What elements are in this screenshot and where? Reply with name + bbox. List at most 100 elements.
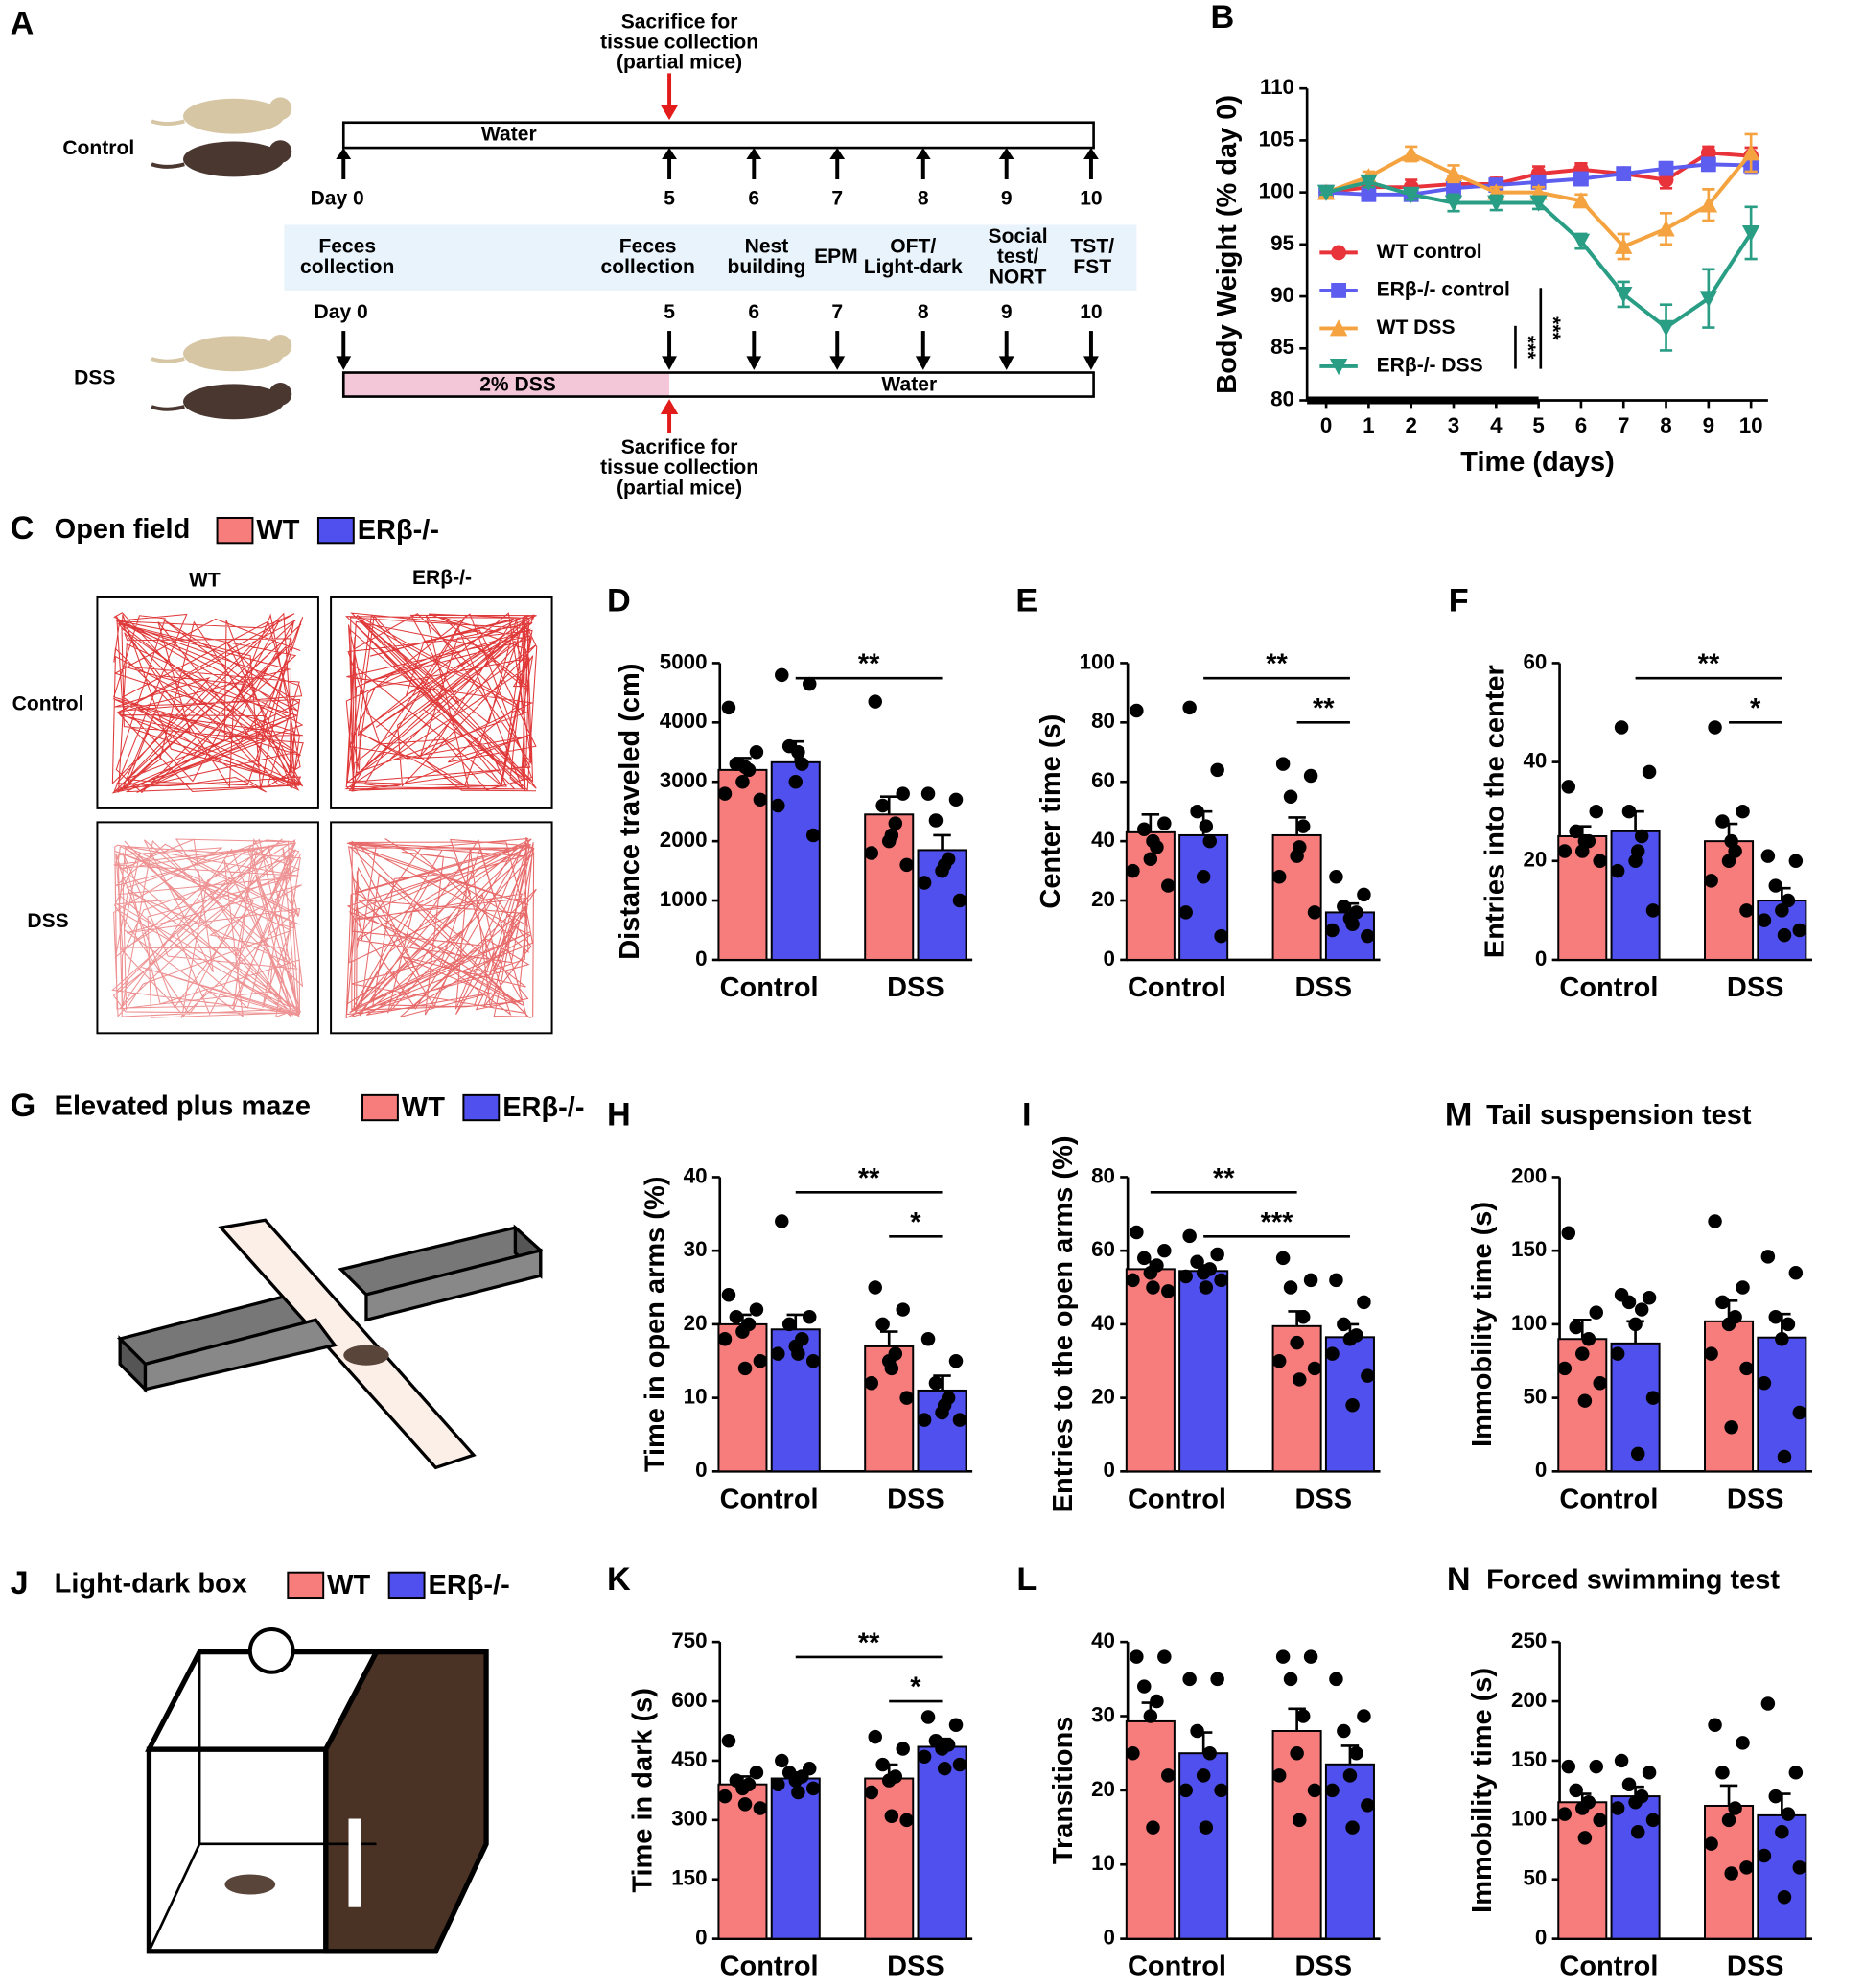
data-point: [1704, 874, 1718, 888]
arrow-head: [660, 399, 679, 414]
light-dark-box: [145, 1626, 489, 1954]
y-tick-label: 150: [1511, 1237, 1547, 1261]
data-point: [1283, 1280, 1298, 1295]
data-point: [1275, 757, 1291, 771]
timeline-shapes: [151, 73, 1137, 433]
data-point: [1146, 1820, 1160, 1835]
data-point: [795, 757, 809, 771]
legend-label: ERβ-/- DSS: [1377, 355, 1483, 377]
marker: [1657, 319, 1675, 337]
data-point: [1161, 1768, 1176, 1783]
data-point: [1739, 1361, 1754, 1376]
x-tick-label: DSS: [887, 972, 944, 1003]
data-point: [1307, 1783, 1322, 1798]
data-point: [1361, 1368, 1375, 1383]
data-point: [1569, 1783, 1583, 1798]
data-point: [1190, 1254, 1204, 1269]
data-point: [875, 798, 890, 813]
data-point: [1130, 703, 1144, 718]
data-point: [735, 1781, 750, 1796]
data-point: [1777, 1890, 1792, 1905]
data-point: [937, 1761, 952, 1776]
x-tick-label: DSS: [887, 1484, 944, 1514]
data-point: [788, 1773, 804, 1788]
day-label: Day 0: [311, 188, 364, 210]
legend-label: ERβ-/-: [358, 515, 439, 546]
data-point: [1569, 824, 1583, 839]
data-point: [1634, 829, 1649, 844]
marker: [1573, 171, 1589, 187]
bar: [1125, 830, 1176, 961]
data-point: [1634, 1302, 1649, 1317]
y-axis-label: Distance traveled (cm): [615, 664, 645, 960]
marker: [1658, 172, 1674, 188]
event-label: FST: [1073, 256, 1111, 278]
x-tick-label: 5: [1532, 413, 1544, 437]
significance-label: **: [1266, 649, 1288, 680]
y-axis-label: Immobility time (s): [1467, 1668, 1498, 1913]
significance-label: **: [1213, 1163, 1235, 1194]
bar: [864, 1777, 915, 1940]
data-point: [1146, 833, 1160, 849]
event-label: collection: [300, 256, 394, 278]
data-point: [875, 1757, 890, 1772]
day-label: 5: [664, 301, 675, 323]
y-tick-label: 3000: [660, 768, 708, 792]
data-point: [1357, 1709, 1371, 1723]
data-point: [1645, 903, 1661, 918]
data-point: [753, 1801, 768, 1815]
group-label: DSS: [74, 367, 115, 389]
marker: [1446, 180, 1461, 197]
data-point: [1792, 1405, 1807, 1420]
data-point: [1589, 804, 1603, 819]
marker: [1700, 145, 1716, 161]
bar: [917, 1745, 967, 1940]
data-point: [1199, 819, 1214, 833]
data-point: [749, 745, 764, 760]
y-tick-label: 80: [1091, 709, 1115, 733]
x-tick-label: 10: [1739, 413, 1763, 437]
data-point: [1642, 764, 1657, 780]
data-point: [1157, 1243, 1172, 1258]
y-tick-label: 0: [1104, 947, 1115, 971]
open-field-boxes: [96, 596, 553, 1035]
data-point: [881, 1773, 897, 1788]
segment-label: 2% DSS: [479, 373, 556, 395]
data-point: [920, 1710, 936, 1724]
y-tick-label: 85: [1270, 335, 1294, 359]
data-point: [868, 1729, 882, 1744]
data-point: [1621, 1777, 1637, 1791]
data-point: [771, 798, 785, 813]
trajectory: [111, 837, 304, 1019]
data-point: [1361, 928, 1375, 944]
dss-bar: [341, 371, 1095, 398]
data-point: [1775, 1824, 1789, 1839]
data-point: [1721, 1813, 1736, 1828]
data-point: [896, 1302, 910, 1317]
data-point: [803, 1309, 817, 1324]
significance-label: **: [858, 1163, 880, 1194]
data-point: [1126, 863, 1140, 878]
legend-label: ERβ-/- control: [1377, 278, 1510, 300]
data-point: [928, 813, 944, 828]
y-axis-label: Time in open arms (%): [641, 1177, 671, 1473]
data-point: [1704, 1836, 1718, 1851]
data-point: [1721, 854, 1736, 869]
y-tick-label: 100: [1511, 1807, 1547, 1831]
event-label: Light-dark: [864, 256, 963, 278]
group-label: Control: [62, 137, 134, 159]
y-tick-label: 40: [1524, 749, 1548, 773]
data-point: [1614, 1753, 1629, 1768]
data-point: [1630, 1824, 1645, 1839]
data-point: [1295, 1309, 1311, 1324]
error-bar: [880, 1330, 898, 1346]
marker: [1487, 195, 1505, 212]
y-tick-label: 30: [684, 1237, 708, 1261]
arrow-head: [829, 148, 846, 159]
x-tick-label: 8: [1660, 413, 1671, 437]
data-point: [1329, 1273, 1343, 1288]
data-point: [788, 774, 804, 789]
event-label: building: [728, 256, 806, 278]
y-axis-label: Body Weight (% day 0): [1212, 95, 1243, 394]
